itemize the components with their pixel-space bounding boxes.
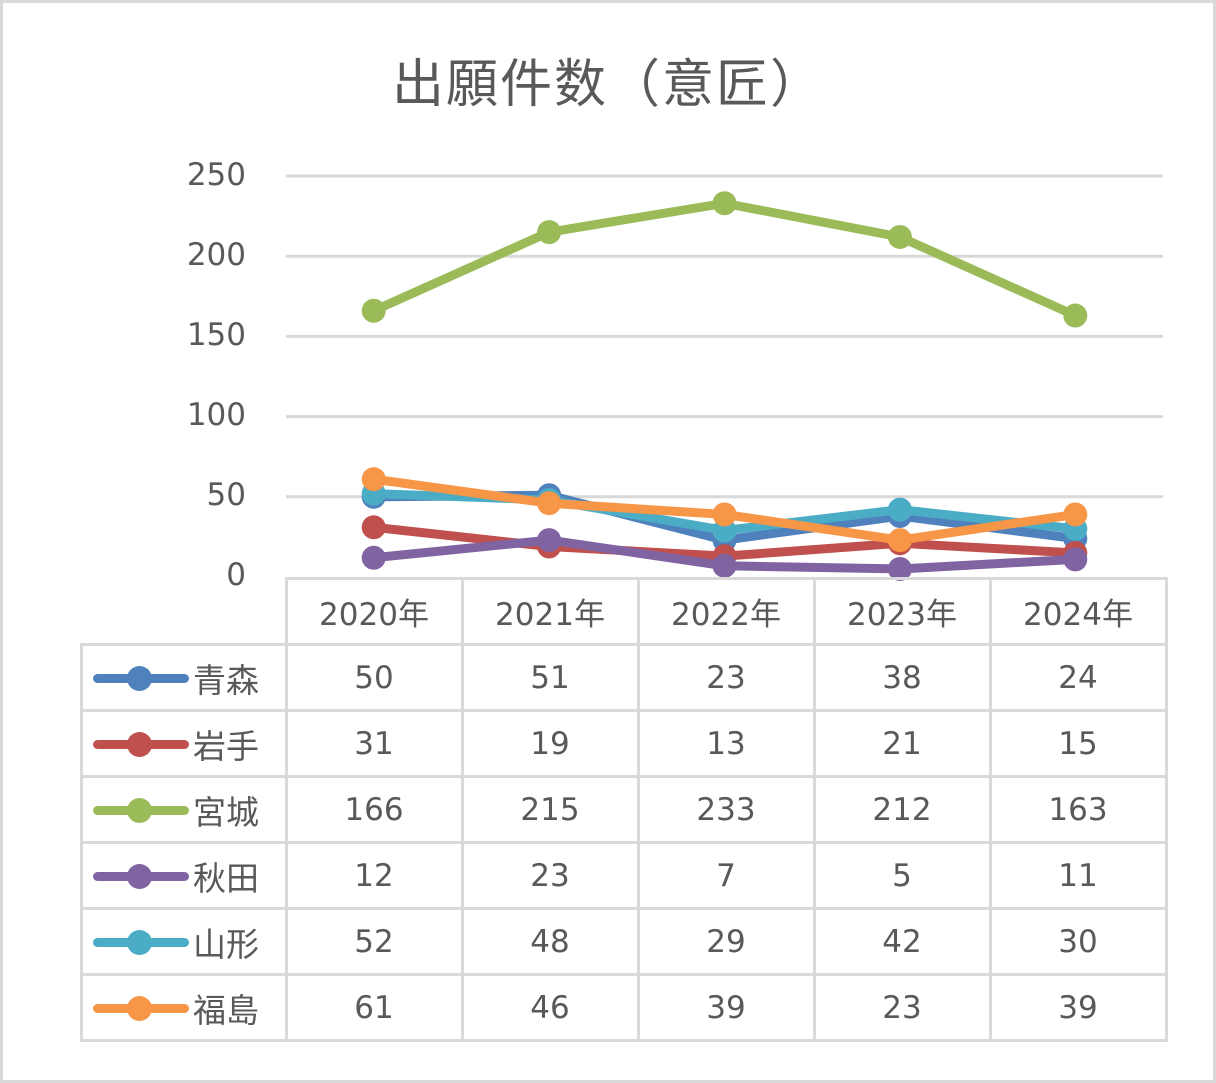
table-cell: 163 <box>988 775 1168 844</box>
data-point <box>537 491 562 516</box>
table-cell: 39 <box>988 973 1168 1042</box>
data-point <box>537 528 562 553</box>
data-point <box>361 545 386 570</box>
table-cell: 166 <box>284 775 464 844</box>
legend-marker-icon <box>91 797 191 823</box>
table-cell: 29 <box>636 907 816 976</box>
table-cell: 19 <box>460 709 640 778</box>
table-cell: 23 <box>460 841 640 910</box>
data-point <box>361 298 386 323</box>
column-header: 2021年 <box>460 577 640 646</box>
data-point <box>887 224 912 249</box>
data-table: 2020年 2021年 2022年 2023年 2024年 青森 50 51 2… <box>80 577 1168 1042</box>
table-cell: 233 <box>636 775 816 844</box>
legend-entry: 福島 <box>80 973 288 1042</box>
series-宮城 <box>361 191 1088 328</box>
table-cell: 48 <box>460 907 640 976</box>
table-cell: 46 <box>460 973 640 1042</box>
table-cell: 23 <box>636 643 816 712</box>
table-cell: 21 <box>812 709 992 778</box>
table-cell: 12 <box>284 841 464 910</box>
y-tick-label: 150 <box>186 317 246 353</box>
column-header: 2020年 <box>284 577 464 646</box>
legend-entry: 宮城 <box>80 775 288 844</box>
legend-entry: 岩手 <box>80 709 288 778</box>
table-row: 山形 52 48 29 42 30 <box>80 907 1168 976</box>
table-cell: 24 <box>988 643 1168 712</box>
data-point <box>361 467 386 492</box>
legend-marker-icon <box>91 863 191 889</box>
series-福島 <box>361 467 1088 553</box>
table-cell: 52 <box>284 907 464 976</box>
table-cell: 30 <box>988 907 1168 976</box>
y-tick-label: 100 <box>186 397 246 433</box>
data-point <box>712 191 737 216</box>
legend-marker-icon <box>91 731 191 757</box>
data-point <box>1063 303 1088 328</box>
legend-marker-icon <box>91 995 191 1021</box>
table-cell: 61 <box>284 973 464 1042</box>
table-row: 秋田 12 23 7 5 11 <box>80 841 1168 910</box>
table-cell: 51 <box>460 643 640 712</box>
data-point <box>887 497 912 522</box>
series-秋田 <box>361 528 1088 581</box>
y-tick-label: 250 <box>186 157 246 193</box>
table-cell: 5 <box>812 841 992 910</box>
table-cell: 7 <box>636 841 816 910</box>
table-row: 福島 61 46 39 23 39 <box>80 973 1168 1042</box>
y-tick-label: 200 <box>186 237 246 273</box>
table-cell: 23 <box>812 973 992 1042</box>
legend-entry: 山形 <box>80 907 288 976</box>
data-point <box>887 528 912 553</box>
table-row: 宮城 166 215 233 212 163 <box>80 775 1168 844</box>
chart-title: 出願件数（意匠） <box>391 55 824 115</box>
legend-entry: 秋田 <box>80 841 288 910</box>
legend-entry: 青森 <box>80 643 288 712</box>
y-tick-label: 50 <box>206 477 246 513</box>
table-cell: 31 <box>284 709 464 778</box>
table-cell: 50 <box>284 643 464 712</box>
table-cell: 212 <box>812 775 992 844</box>
column-header: 2024年 <box>988 577 1168 646</box>
data-point <box>1063 502 1088 527</box>
table-row: 青森 50 51 23 38 24 <box>80 643 1168 712</box>
table-cell: 38 <box>812 643 992 712</box>
data-point <box>1063 547 1088 572</box>
table-cell: 39 <box>636 973 816 1042</box>
data-point <box>712 553 737 578</box>
legend-marker-icon <box>91 929 191 955</box>
data-point <box>887 556 912 581</box>
table-header-row: 2020年 2021年 2022年 2023年 2024年 <box>81 577 1168 646</box>
plot-area <box>286 174 1163 581</box>
table-cell: 15 <box>988 709 1168 778</box>
table-cell: 215 <box>460 775 640 844</box>
data-point <box>712 502 737 527</box>
table-cell: 11 <box>988 841 1168 910</box>
data-point <box>361 515 386 540</box>
table-cell: 42 <box>812 907 992 976</box>
table-row: 岩手 31 19 13 21 15 <box>80 709 1168 778</box>
data-point <box>537 220 562 245</box>
legend-marker-icon <box>91 665 191 691</box>
column-header: 2023年 <box>812 577 992 646</box>
column-header: 2022年 <box>636 577 816 646</box>
table-cell: 13 <box>636 709 816 778</box>
